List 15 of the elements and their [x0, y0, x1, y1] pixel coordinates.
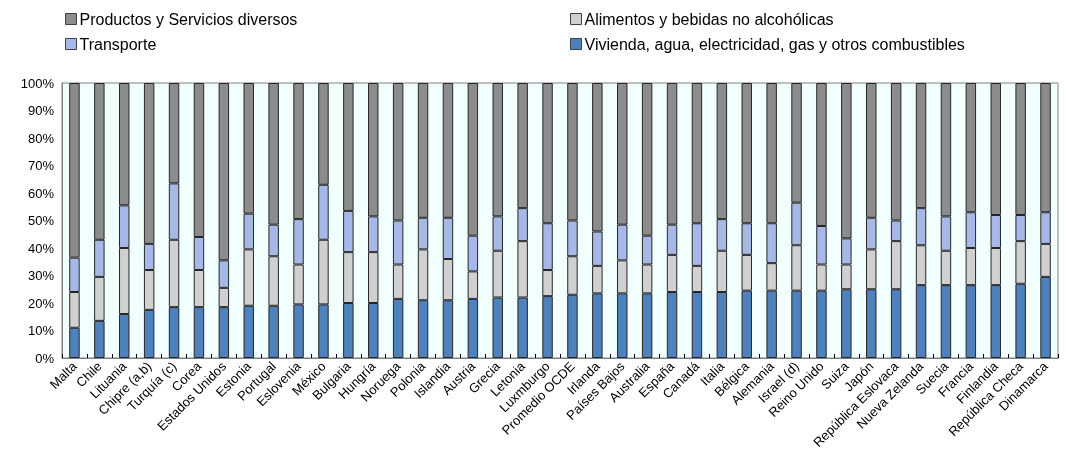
y-tick-label: 0%: [35, 350, 55, 366]
legend-label: Transporte: [79, 35, 157, 53]
y-tick-label: 70%: [27, 158, 55, 173]
y-tick-label: 80%: [27, 130, 55, 146]
y-tick-label: 90%: [27, 103, 55, 118]
y-tick-label: 10%: [27, 323, 55, 338]
y-tick-label: 50%: [27, 213, 55, 228]
y-tick-label: 60%: [27, 185, 55, 201]
legend-label: Alimentos y bebidas no alcohólicas: [584, 10, 834, 28]
legend-label: Vivienda, agua, electricidad, gas y otros combustibles: [584, 35, 965, 53]
y-tick-label: 100%: [20, 75, 55, 91]
y-tick-label: 20%: [27, 295, 55, 311]
y-tick-label: 30%: [27, 268, 55, 283]
y-tick-label: 40%: [27, 240, 55, 256]
legend-label: Productos y Servicios diversos: [79, 10, 298, 28]
